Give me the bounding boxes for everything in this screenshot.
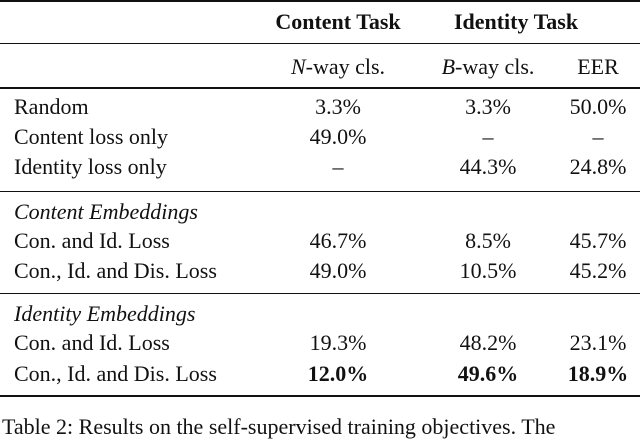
header-n-way: N-way cls. — [291, 54, 385, 80]
cell-b-way: 48.2% — [459, 330, 517, 355]
header-b-way: B-way cls. — [442, 54, 535, 80]
cell-n-way: 3.3% — [315, 94, 361, 119]
cell-n-way: 49.0% — [309, 258, 367, 283]
section-rule — [0, 293, 640, 294]
section-title-identity-embeddings: Identity Embeddings — [14, 301, 196, 326]
row-label: Con., Id. and Dis. Loss — [14, 258, 217, 283]
cell-n-way: 19.3% — [309, 330, 367, 355]
cell-eer: 23.1% — [569, 330, 627, 355]
cell-eer: – — [592, 124, 604, 149]
cell-n-way: 49.0% — [309, 124, 367, 149]
cell-b-way: 10.5% — [459, 258, 517, 283]
cell-b-way: 44.3% — [459, 154, 517, 179]
row-label: Con. and Id. Loss — [14, 228, 170, 253]
bottom-rule — [0, 395, 640, 397]
b-way-label: -way cls. — [455, 54, 535, 79]
row-label: Con. and Id. Loss — [14, 330, 170, 355]
row-label: Random — [14, 94, 89, 119]
section-rule — [0, 191, 640, 192]
row-label: Con., Id. and Dis. Loss — [14, 361, 217, 386]
top-rule — [0, 0, 640, 2]
header-rule — [0, 43, 640, 44]
cell-b-way-best: 49.6% — [457, 361, 519, 386]
cell-b-way: 3.3% — [465, 94, 511, 119]
header-eer: EER — [577, 54, 619, 79]
table-caption: Table 2: Results on the self-supervised … — [2, 414, 556, 439]
n-way-label: -way cls. — [305, 54, 386, 79]
cell-n-way: – — [332, 154, 344, 179]
section-title-content-embeddings: Content Embeddings — [14, 199, 198, 224]
cell-n-way: 46.7% — [309, 228, 367, 253]
cell-b-way: – — [482, 124, 494, 149]
cell-eer: 45.2% — [569, 258, 627, 283]
cell-eer: 50.0% — [569, 94, 627, 119]
cell-eer-best: 18.9% — [567, 361, 629, 386]
header-content-task: Content Task — [275, 9, 401, 34]
cell-n-way-best: 12.0% — [307, 361, 369, 386]
cell-b-way: 8.5% — [465, 228, 511, 253]
row-label: Content loss only — [14, 124, 169, 149]
cell-eer: 45.7% — [569, 228, 627, 253]
header-identity-task: Identity Task — [453, 9, 579, 34]
cell-eer: 24.8% — [569, 154, 627, 179]
n-variable: N — [290, 54, 306, 79]
subheader-rule — [0, 87, 640, 89]
row-label: Identity loss only — [14, 154, 167, 179]
b-variable: B — [441, 54, 456, 79]
